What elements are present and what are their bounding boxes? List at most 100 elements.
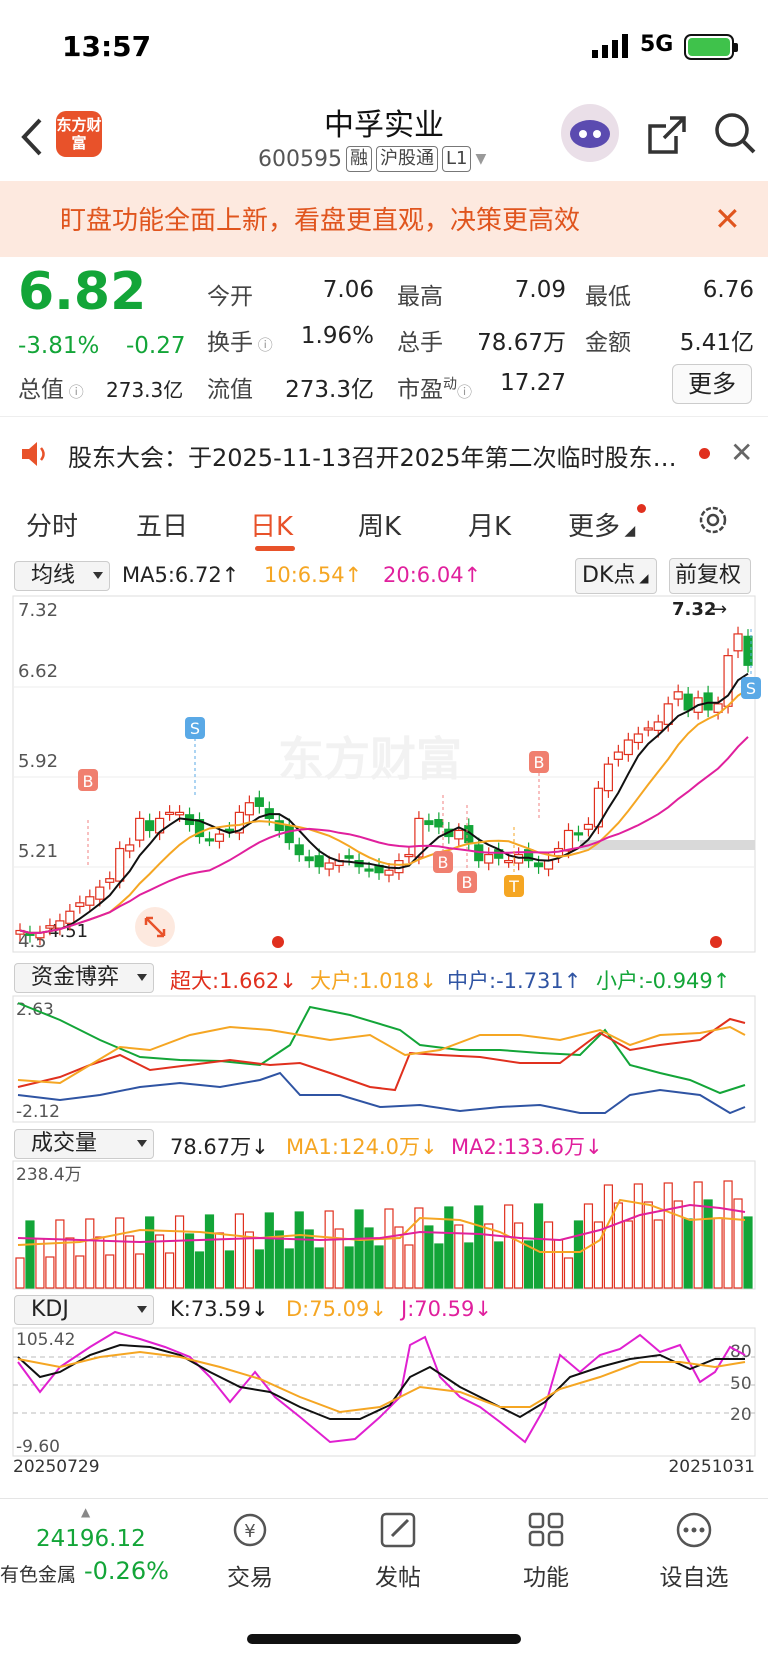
candle-body[interactable]	[314, 855, 324, 868]
signal-s-2[interactable]: S	[741, 629, 761, 699]
candle-body[interactable]	[583, 823, 594, 830]
candle-body[interactable]	[514, 853, 524, 864]
candle-body[interactable]	[404, 853, 414, 858]
candle-body[interactable]	[284, 825, 294, 844]
candle-body[interactable]	[524, 849, 534, 862]
candle-body[interactable]	[204, 838, 215, 842]
candle-body[interactable]	[105, 878, 115, 883]
candle-body[interactable]	[454, 829, 464, 840]
candle-body[interactable]	[384, 869, 394, 876]
volume-select[interactable]: 成交量	[14, 1129, 154, 1159]
notice-close-icon[interactable]: ✕	[730, 436, 754, 469]
candle-body[interactable]	[713, 703, 723, 713]
candle-body[interactable]	[563, 829, 574, 852]
candle-body[interactable]	[434, 819, 444, 828]
candle-body[interactable]	[125, 844, 135, 852]
candle-body[interactable]	[274, 820, 284, 832]
candle-body[interactable]	[683, 693, 693, 711]
candle-body[interactable]	[194, 819, 205, 838]
tab-daily-k[interactable]: 日K	[250, 512, 294, 542]
candle-body[interactable]	[543, 860, 554, 870]
candle-body[interactable]	[414, 817, 424, 858]
candle-body[interactable]	[344, 855, 354, 859]
candle-body[interactable]	[573, 832, 584, 836]
ma-select[interactable]: 均线	[14, 561, 110, 591]
candle-body[interactable]	[115, 847, 125, 882]
candle-body[interactable]	[85, 896, 95, 906]
promo-banner[interactable]	[0, 181, 768, 257]
candle-body[interactable]	[244, 802, 254, 816]
candle-body[interactable]	[533, 862, 544, 868]
candle-body[interactable]	[424, 820, 434, 826]
signal-b-1[interactable]: B	[78, 769, 98, 865]
nav-functions[interactable]: 功能	[496, 1510, 596, 1592]
candle-body[interactable]	[324, 862, 334, 870]
kdj-chart[interactable]: 105.42 -9.60 80 50 20 20250729 20251031	[0, 1327, 768, 1477]
candle-body[interactable]	[174, 811, 185, 816]
candle-body[interactable]	[95, 886, 105, 900]
candle-body[interactable]	[663, 703, 673, 725]
dk-point-button[interactable]: DK点 ◢	[575, 558, 657, 594]
tab-more[interactable]: 更多 ◢	[568, 512, 636, 542]
assistant-avatar[interactable]	[561, 104, 619, 162]
candle-body[interactable]	[733, 633, 743, 652]
kdj-select[interactable]: KDJ	[14, 1295, 154, 1325]
candle-body[interactable]	[703, 692, 713, 711]
share-icon[interactable]	[646, 114, 688, 160]
signal-b-4[interactable]: B	[529, 751, 549, 821]
candle-body[interactable]	[135, 817, 145, 841]
candle-body[interactable]	[254, 797, 264, 807]
candle-body[interactable]	[145, 820, 155, 832]
nav-trade[interactable]: ¥ 交易	[200, 1510, 300, 1592]
tab-five-day[interactable]: 五日	[136, 512, 189, 542]
search-icon[interactable]	[714, 112, 758, 160]
candle-body[interactable]	[234, 811, 244, 834]
volume-chart[interactable]: 238.4万	[0, 1160, 768, 1290]
candle-body[interactable]	[673, 691, 683, 700]
fund-select[interactable]: 资金博弈	[14, 963, 154, 993]
nav-post[interactable]: 发帖	[348, 1510, 448, 1592]
back-icon[interactable]	[18, 112, 48, 162]
expand-icon[interactable]	[135, 907, 175, 947]
candle-body[interactable]	[75, 902, 85, 908]
banner-close-icon[interactable]: ✕	[714, 200, 741, 238]
fund-chart[interactable]: 2.63 -2.12	[0, 995, 768, 1123]
candle-body[interactable]	[623, 739, 633, 756]
candle-body[interactable]	[214, 833, 225, 842]
chevron-down-icon[interactable]: ▼	[475, 151, 487, 167]
index-name[interactable]: 有色金属	[0, 1564, 77, 1586]
app-logo[interactable]: 东方财富	[56, 111, 102, 157]
more-quote-button[interactable]: 更多	[672, 364, 752, 404]
candle-body[interactable]	[484, 853, 494, 864]
signal-t-1[interactable]: T	[504, 827, 524, 897]
tab-monthly-k[interactable]: 月K	[468, 512, 512, 542]
candle-body[interactable]	[294, 844, 304, 856]
candle-body[interactable]	[504, 860, 514, 864]
candle-body[interactable]	[603, 763, 613, 792]
stock-subtitle[interactable]: 600595 融 沪股通 L1 ▼	[258, 146, 486, 172]
candle-body[interactable]	[224, 828, 235, 832]
kline-chart[interactable]: 东方财富 7.32 6.62 5.92 5.21 4.5 7.32 → 4.51…	[0, 595, 768, 955]
signal-b-3[interactable]: B	[457, 805, 477, 893]
candle-body[interactable]	[304, 856, 314, 862]
tab-weekly-k[interactable]: 周K	[358, 512, 402, 542]
adjust-button[interactable]: 前复权	[669, 558, 751, 594]
candle-body[interactable]	[653, 721, 663, 731]
candle-body[interactable]	[743, 635, 753, 666]
nav-add-watchlist[interactable]: 设自选	[644, 1510, 744, 1592]
notice-text[interactable]: 股东大会：于2025-11-13召开2025年第二次临时股东大会	[68, 444, 678, 472]
signal-s-1[interactable]: S	[185, 717, 205, 795]
candle-body[interactable]	[633, 733, 643, 744]
candle-body[interactable]	[164, 811, 175, 815]
tab-intraday[interactable]: 分时	[26, 512, 79, 542]
event-dot[interactable]	[710, 936, 722, 948]
settings-icon[interactable]	[696, 503, 730, 541]
candle-body[interactable]	[65, 910, 75, 924]
index-value[interactable]: 24196.12	[36, 1526, 146, 1552]
signal-b-2[interactable]: B	[433, 795, 453, 873]
candle-body[interactable]	[613, 751, 623, 760]
candle-body[interactable]	[364, 868, 374, 872]
candle-body[interactable]	[643, 727, 653, 731]
candle-body[interactable]	[45, 925, 55, 929]
event-dot[interactable]	[272, 936, 284, 948]
